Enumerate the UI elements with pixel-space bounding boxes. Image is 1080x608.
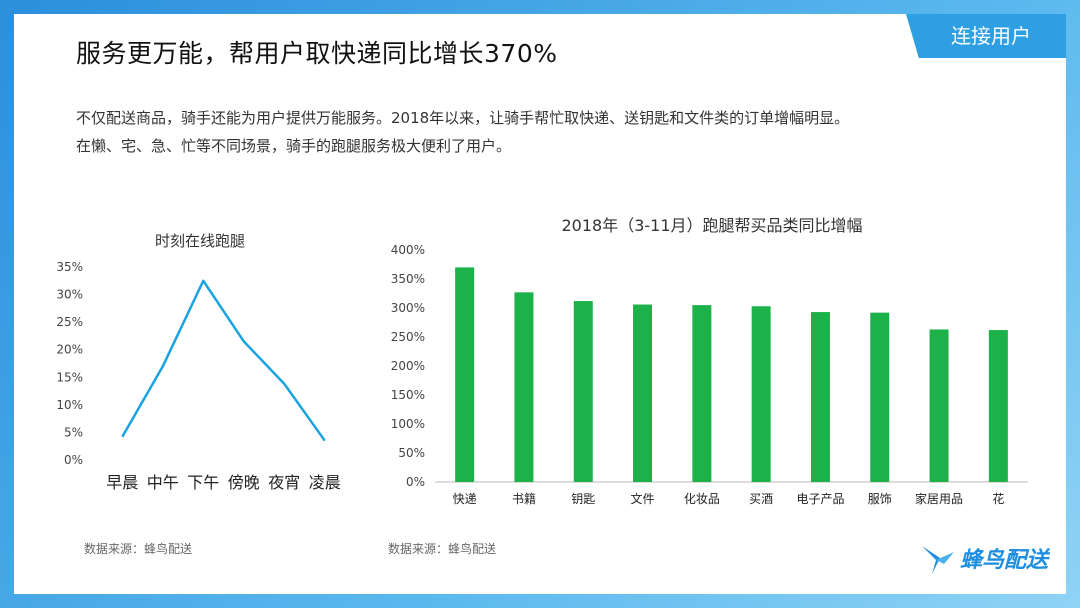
bar-y-tick-label: 350%: [391, 272, 425, 286]
line-x-tick-label: 凌晨: [309, 473, 341, 492]
bar-x-tick-label: 快递: [453, 492, 477, 506]
hummingbird-icon: [922, 546, 954, 574]
line-y-tick-label: 0%: [64, 453, 83, 467]
line-y-tick-label: 15%: [56, 370, 83, 384]
line-x-tick-label: 下午: [187, 473, 219, 492]
bar-x-tick-label: 服饰: [868, 492, 892, 506]
brand-logo: 蜂鸟配送: [918, 538, 1048, 578]
source-note-left: 数据来源：蜂鸟配送: [84, 542, 193, 556]
source-note-right: 数据来源：蜂鸟配送: [388, 542, 497, 556]
line-y-tick-label: 10%: [56, 398, 83, 412]
bar-x-tick-label: 花: [992, 491, 1004, 506]
bar-x-tick-label: 化妆品: [684, 492, 720, 506]
line-chart: 时刻在线跑腿 0% 5% 10% 15% 20% 25% 30% 35% 早晨 中午 下午 傍晚 夜宵…: [56, 232, 341, 492]
line-y-tick-label: 25%: [56, 315, 83, 329]
line-chart-title: 时刻在线跑腿: [155, 232, 245, 250]
line-y-tick-label: 20%: [56, 343, 83, 357]
line-y-tick-label: 5%: [64, 425, 83, 439]
bar-7: [810, 312, 830, 482]
bar-3: [573, 301, 593, 482]
bar-y-tick-label: 150%: [391, 388, 425, 402]
line-x-tick-label: 夜宵: [268, 473, 300, 492]
line-x-tick-label: 傍晚: [228, 473, 260, 492]
bar-6: [751, 306, 771, 482]
bar-y-tick-label: 300%: [391, 301, 425, 315]
bar-x-tick-label: 电子产品: [796, 492, 844, 506]
intro-line-1: 不仅配送商品，骑手还能为用户提供万能服务。2018年以来，让骑手帮忙取快递、送钥…: [76, 109, 850, 127]
bar-y-tick-label: 250%: [391, 330, 425, 344]
bar-y-tick-label: 200%: [391, 359, 425, 373]
bar-x-tick-label: 文件: [631, 491, 655, 506]
line-y-tick-label: 35%: [56, 260, 83, 274]
bar-chart: 2018年（3-11月）跑腿帮买品类同比增幅 0% 50% 100% 150% 200%…: [391, 216, 1028, 506]
bar-2: [514, 292, 534, 482]
bar-y-tick-label: 0%: [406, 475, 425, 489]
line-y-tick-label: 30%: [56, 288, 83, 302]
section-tab: 连接用户: [906, 14, 1066, 58]
line-series-path: [121, 279, 326, 442]
bar-y-tick-label: 400%: [391, 243, 425, 257]
bar-9: [929, 329, 949, 482]
bar-chart-title: 2018年（3-11月）跑腿帮买品类同比增幅: [561, 216, 862, 235]
bar-x-tick-label: 买酒: [749, 492, 773, 506]
bar-x-tick-label: 钥匙: [571, 492, 595, 506]
bar-1: [455, 267, 475, 482]
content-panel: [14, 14, 1066, 594]
bar-10: [988, 330, 1008, 482]
bar-5: [692, 305, 712, 482]
intro-line-2: 在懒、宅、急、忙等不同场景，骑手的跑腿服务极大便利了用户。: [76, 137, 512, 155]
bar-y-tick-label: 100%: [391, 417, 425, 431]
line-x-tick-label: 中午: [147, 473, 179, 492]
bar-4: [633, 304, 653, 482]
page-title: 服务更万能，帮用户取快递同比增长370%: [76, 39, 558, 68]
logo-text: 蜂鸟配送: [959, 548, 1048, 573]
bar-y-tick-label: 50%: [398, 446, 425, 460]
bar-x-tick-label: 书籍: [512, 491, 536, 506]
line-x-tick-label: 早晨: [106, 473, 138, 492]
bar-x-tick-label: 家居用品: [915, 491, 963, 506]
bar-8: [870, 312, 890, 482]
